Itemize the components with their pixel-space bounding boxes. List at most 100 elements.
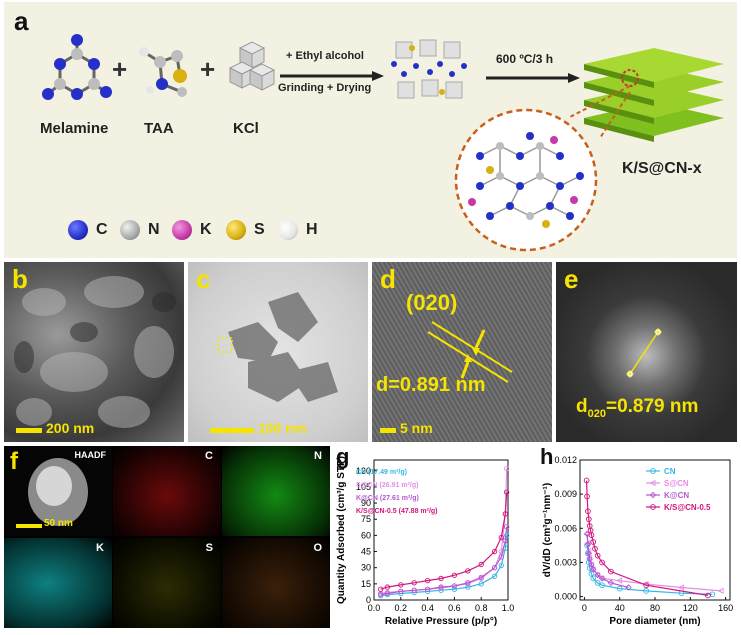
eds-tile-n: N	[222, 446, 330, 536]
eds-tile-k: K	[4, 538, 112, 628]
data-point	[491, 565, 498, 571]
eds-tile-haadf: HAADF f 50 nm	[4, 446, 112, 536]
y-tick-label: 120	[356, 466, 371, 476]
data-point	[643, 588, 650, 594]
tem-flakes	[217, 292, 338, 402]
melamine-label: Melamine	[40, 120, 109, 137]
zoom-connector	[564, 82, 644, 142]
y-tick-label: 30	[361, 563, 371, 573]
arrow1-top-label: + Ethyl alcohol	[286, 50, 364, 62]
melamine-molecule	[42, 32, 112, 112]
pore-size-chart: 0 40 80 120 160 0.000 0.003 0.006 0.009 0.012 Pore…	[542, 455, 733, 627]
plot-frame	[373, 459, 509, 601]
data-point	[717, 587, 724, 595]
isotherm-chart: 0.0 0.2 0.4 0.6 0.8 1.0 0 15 30 45 60 75 90 105 120 Rel…	[336, 456, 515, 627]
legend-atom-c-icon	[68, 220, 88, 240]
scale-bar-f	[16, 524, 42, 528]
data-point	[589, 566, 597, 573]
y-tick-label: 0.009	[554, 489, 577, 499]
data-point	[498, 562, 504, 569]
data-point	[594, 552, 601, 559]
arrow2-top-label: 600 ºC/3 h	[496, 52, 554, 66]
haadf-particle	[28, 458, 88, 526]
data-point	[677, 584, 684, 591]
panel-a-schematic: a Melamine + TAA	[4, 2, 737, 258]
data-point	[465, 580, 471, 586]
data-point	[378, 586, 384, 592]
x-tick-label: 1.0	[502, 603, 515, 613]
eds-tile-o: O	[222, 538, 330, 628]
panel-g-isotherm: g 0.0 0.2 0.4 0.6 0.8 1.0 0 15 30 45 60 75 90 105 120 R…	[334, 444, 534, 630]
data-point	[599, 582, 605, 589]
legend-atom-s-icon	[226, 220, 246, 240]
panel-letter-f: f	[10, 448, 18, 475]
data-point	[588, 532, 595, 538]
data-point	[584, 540, 592, 548]
data-point	[378, 591, 384, 598]
eds-tile-c: C	[113, 446, 221, 536]
taa-molecule	[132, 32, 202, 112]
data-point	[590, 539, 597, 545]
legend-entry: S@CN	[664, 479, 689, 488]
legend-entry: K/S@CN-0.5 (47.88 m²/g)	[356, 508, 438, 515]
panel-letter-e: e	[564, 264, 579, 294]
tile-label-haadf: HAADF	[74, 450, 107, 460]
melamine-structure-icon	[42, 34, 112, 100]
y-tick-label: 0.000	[554, 592, 577, 602]
data-point	[585, 508, 591, 515]
scale-bar-c	[210, 428, 254, 433]
legend-entry: K/S@CN-0.5	[664, 503, 711, 512]
x-tick-label: 40	[615, 603, 625, 613]
taa-structure-icon	[139, 47, 187, 97]
scale-label-c: 100 nm	[258, 420, 307, 436]
panel-h-pore-size: h 0 40 80 120 160 0.000 0.003 0.006 0.009 0.012 Po…	[538, 444, 738, 630]
x-tick-label: 0.6	[448, 603, 461, 613]
data-point	[478, 581, 484, 587]
legend-label-k: K	[200, 221, 212, 238]
panel-f-eds-maps: HAADF f 50 nm C N K S O	[4, 446, 330, 628]
data-point	[607, 579, 615, 587]
data-point	[588, 561, 595, 568]
scale-bar-d	[380, 428, 396, 433]
scale-label-d: 5 nm	[400, 420, 433, 436]
data-point	[438, 575, 444, 582]
data-point	[705, 592, 711, 599]
legend-atom-n-icon	[120, 220, 140, 240]
x-tick-label: 0.8	[475, 603, 488, 613]
tile-label-k: K	[96, 542, 104, 554]
data-point	[594, 580, 601, 586]
kcl-label: KCl	[233, 120, 259, 137]
arrow1-bottom-label: Grinding + Drying	[278, 82, 372, 94]
data-point	[625, 584, 632, 591]
data-point	[398, 588, 404, 595]
data-point	[649, 491, 657, 499]
fft-image-e: e d020=0.879 nm	[556, 262, 737, 442]
tile-label-c: C	[205, 450, 213, 462]
y-tick-label: 60	[361, 530, 371, 540]
data-point	[498, 554, 504, 560]
scale-label-b: 200 nm	[46, 420, 95, 436]
data-point	[384, 584, 391, 590]
data-point	[649, 479, 656, 487]
y-axis-label: dV/dD (cm³g⁻¹nm⁻¹)	[542, 483, 553, 577]
panel-letter-c: c	[196, 264, 211, 294]
x-tick-label: 0	[582, 603, 587, 613]
d-spacing-label: d=0.891 nm	[376, 374, 486, 396]
zoom-circle	[450, 106, 602, 254]
y-tick-label: 0.003	[554, 557, 577, 567]
data-point	[583, 530, 591, 538]
data-point	[594, 571, 601, 579]
data-point	[451, 586, 458, 592]
x-axis-label: Pore diameter (nm)	[609, 616, 700, 627]
y-tick-label: 45	[361, 547, 371, 557]
structure-zoom-icon	[454, 108, 598, 252]
data-point	[451, 583, 458, 589]
legend-entry: K@CN	[664, 491, 689, 500]
tem-image-c: c 100 nm	[188, 262, 368, 442]
data-point	[592, 545, 598, 552]
data-point	[411, 587, 417, 593]
plus-sign-1: +	[112, 54, 128, 84]
data-point	[498, 548, 504, 555]
legend-entry: K@CN (27.61 m²/g)	[356, 495, 419, 502]
data-point	[585, 516, 592, 523]
